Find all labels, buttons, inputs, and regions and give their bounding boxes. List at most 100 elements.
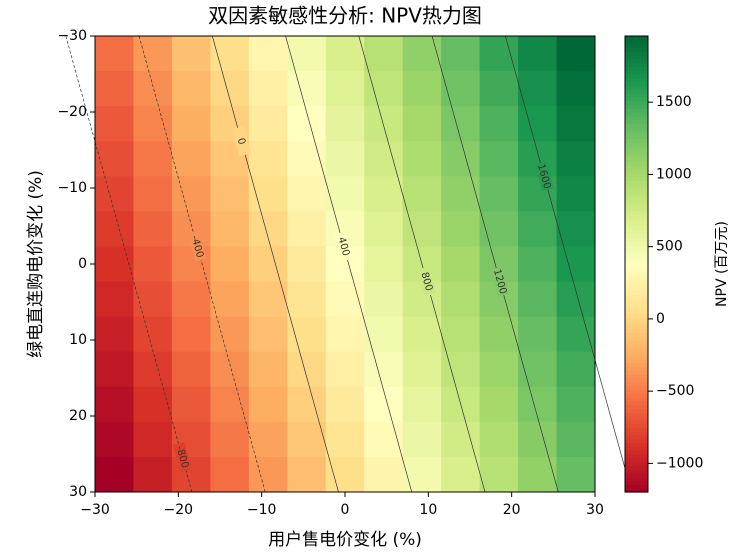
- heatmap-cell: [133, 211, 173, 247]
- colorbar-segment: [625, 51, 648, 56]
- heatmap-cell: [479, 456, 519, 493]
- heatmap-cell: [518, 36, 558, 72]
- heatmap-cell: [325, 141, 365, 177]
- colorbar-segment: [625, 123, 648, 128]
- colorbar-segment: [625, 419, 648, 425]
- heatmap-cell: [248, 71, 288, 107]
- colorbar-segment: [625, 435, 648, 440]
- heatmap-cell: [364, 211, 404, 247]
- heatmap-cell: [248, 36, 288, 72]
- colorbar-segment: [625, 469, 648, 474]
- colorbar-segment: [625, 340, 648, 345]
- heatmap-cell: [325, 71, 365, 107]
- heatmap-cell: [556, 71, 596, 107]
- colorbar-segment: [625, 427, 648, 432]
- heatmap-cell: [171, 176, 211, 212]
- heatmap-cell: [518, 456, 558, 493]
- colorbar-segment: [625, 465, 648, 470]
- colorbar-segment: [625, 195, 648, 200]
- heatmap-cell: [95, 176, 134, 212]
- colorbar-segment: [625, 454, 648, 459]
- heatmap-cell: [171, 281, 211, 318]
- heatmap-cell: [210, 456, 250, 493]
- heatmap-cell: [248, 456, 288, 493]
- y-tick-label: −30: [57, 28, 87, 44]
- x-tick-label: 0: [341, 502, 350, 518]
- colorbar-segment: [625, 450, 648, 455]
- heatmap-cell: [364, 71, 404, 107]
- colorbar-segment: [625, 328, 648, 333]
- colorbar-segment: [625, 347, 648, 352]
- heatmap-cell: [325, 36, 365, 72]
- colorbar-segment: [625, 442, 648, 447]
- colorbar-segment: [625, 317, 648, 322]
- colorbar-segment: [625, 351, 648, 356]
- colorbar-segment: [625, 157, 648, 162]
- heatmap-cell: [287, 36, 327, 72]
- heatmap-cell: [248, 176, 288, 212]
- heatmap-cell: [402, 351, 442, 388]
- heatmap-cell: [518, 106, 558, 142]
- heatmap-cell: [364, 36, 404, 72]
- heatmap-cell: [402, 141, 442, 177]
- colorbar-segment: [625, 218, 648, 223]
- heatmap-cell: [171, 106, 211, 142]
- heatmap-cell: [248, 211, 288, 247]
- colorbar-segment: [625, 62, 648, 67]
- colorbar-segment: [625, 313, 648, 318]
- contour-label-bg: [490, 266, 510, 297]
- heatmap-cell: [402, 106, 442, 142]
- colorbar-segment: [625, 260, 648, 265]
- heatmap-cell: [556, 246, 596, 283]
- heatmap-cell: [95, 141, 134, 177]
- colorbar-tick-label: 1000: [656, 166, 692, 182]
- contour-label-bg: [534, 161, 554, 192]
- heatmap-cell: [133, 351, 173, 388]
- colorbar-segment: [625, 446, 648, 451]
- heatmap-cell: [248, 351, 288, 388]
- heatmap-cell: [556, 141, 596, 177]
- contour-line: [358, 35, 486, 493]
- heatmap-cell: [133, 316, 173, 353]
- heatmap-cell: [479, 176, 519, 212]
- colorbar-segment: [625, 457, 648, 463]
- heatmap-cell: [210, 281, 250, 318]
- heatmap-cell: [210, 71, 250, 107]
- colorbar-segment: [625, 256, 648, 261]
- heatmap-cell: [364, 106, 404, 142]
- colorbar-segment: [625, 146, 648, 151]
- heatmap-cell: [248, 106, 288, 142]
- colorbar-segment: [625, 355, 648, 360]
- heatmap-cell: [287, 71, 327, 107]
- heatmap-cell: [479, 106, 519, 142]
- heatmap-cell: [248, 246, 288, 283]
- colorbar-segment: [625, 366, 648, 371]
- contour-label: 0: [235, 137, 247, 146]
- colorbar-segment: [625, 343, 648, 349]
- colorbar-segment: [625, 191, 648, 197]
- heatmap-cell: [441, 351, 481, 388]
- colorbar-segment: [625, 169, 648, 174]
- heatmap-cell: [402, 386, 442, 423]
- heatmap-cell: [325, 386, 365, 423]
- heatmap-cell: [325, 281, 365, 318]
- heatmap-cell: [210, 316, 250, 353]
- colorbar-segment: [625, 241, 648, 246]
- colorbar-tick-label: 1500: [656, 94, 692, 110]
- y-tick-label: 20: [69, 408, 87, 424]
- x-tick-label: −20: [164, 502, 194, 518]
- heatmap-cell: [171, 71, 211, 107]
- heatmap-cell: [325, 176, 365, 212]
- heatmap-cell: [556, 316, 596, 353]
- colorbar-segment: [625, 47, 648, 52]
- heatmap-cell: [364, 176, 404, 212]
- colorbar-segment: [625, 267, 648, 273]
- colorbar-segment: [625, 100, 648, 105]
- colorbar-segment: [625, 438, 648, 444]
- colorbar-segment: [625, 389, 648, 394]
- colorbar-segment: [625, 207, 648, 212]
- contour-label-bg: [417, 266, 437, 297]
- y-axis-label: 绿电直连购电价变化 (%): [26, 170, 46, 358]
- heatmap-cell: [518, 71, 558, 107]
- x-axis-label: 用户售电价变化 (%): [268, 530, 422, 550]
